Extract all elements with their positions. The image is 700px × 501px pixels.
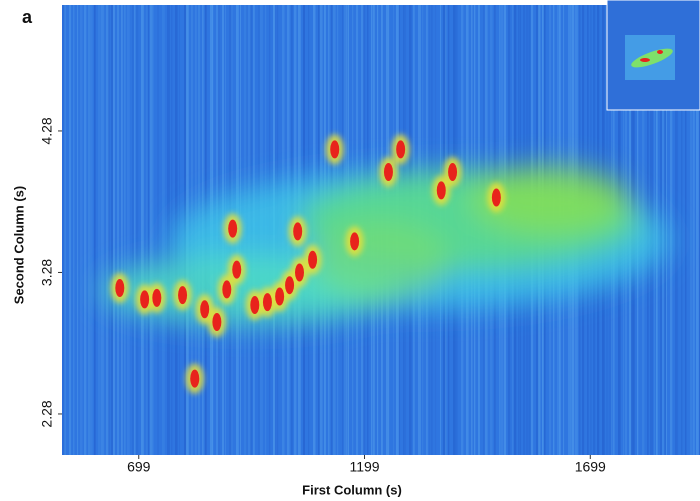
background-stripe [91,5,93,455]
peak [295,263,305,282]
background-stripe [696,5,699,455]
peaks [115,140,501,388]
peak [293,222,303,241]
background-stripe [64,5,67,455]
x-tick-label: 1199 [349,459,379,475]
background-stripe [113,5,115,455]
peak [285,276,295,295]
plot-area [62,5,700,455]
background-stripe [111,5,114,455]
peak [436,181,446,200]
y-axis-title: Second Column (s) [11,186,26,304]
peak [396,140,406,159]
peak [190,369,200,388]
background-stripe [94,5,96,455]
background-stripe [150,5,152,455]
y-tick-label: 4.28 [39,117,55,144]
background-stripe [132,5,134,455]
background-stripe [106,5,109,455]
peak [115,279,125,298]
background-stripe [670,5,673,455]
peak [250,296,260,314]
peak [222,280,232,299]
y-tick-label: 3.28 [39,259,55,286]
peak [200,300,210,319]
background-stripe [167,5,170,455]
x-tick-label: 699 [127,459,151,475]
peak [232,260,242,279]
background-stripe [80,5,83,455]
background-stripe [98,5,101,455]
peak [228,219,238,238]
background-stripe [152,5,154,455]
background-stripe [681,5,683,455]
background-stripe [108,5,110,455]
peak [262,293,272,312]
background-stripe [685,5,687,455]
peak [491,188,501,207]
background-stripe [69,5,72,455]
background-stripe [124,5,126,455]
background-stripe [103,5,105,455]
x-tick-label: 1699 [575,459,606,475]
peak [448,162,458,181]
background-stripe [62,5,65,455]
background-stripe [88,5,91,455]
peak [140,290,150,309]
panel-label: a [22,7,33,27]
background-stripe [127,5,130,455]
background-stripe [77,5,79,455]
peak [308,250,318,269]
peak [350,232,360,251]
background-stripe [134,5,136,455]
peak [152,288,162,307]
y-tick-label: 2.28 [39,400,55,427]
background-stripe [136,5,139,455]
background-stripe [162,5,165,455]
background-stripe [146,5,148,455]
background-stripe [101,5,104,455]
background-stripe [693,5,695,455]
background-stripe [117,5,120,455]
peak [330,140,340,159]
inset [606,0,700,111]
background-stripe [675,5,678,455]
background-stripe [84,5,87,455]
peak [178,286,188,305]
background-stripe [157,5,159,455]
background-stripe [121,5,123,455]
peak [383,162,393,181]
x-axis-title: First Column (s) [302,482,402,497]
background-stripe [148,5,150,455]
background-stripe [73,5,75,455]
background-stripe [677,5,679,455]
peak [275,287,285,306]
background-stripe [690,5,693,455]
background-stripe [171,5,173,455]
background-stripe [141,5,144,455]
peak [212,312,222,331]
